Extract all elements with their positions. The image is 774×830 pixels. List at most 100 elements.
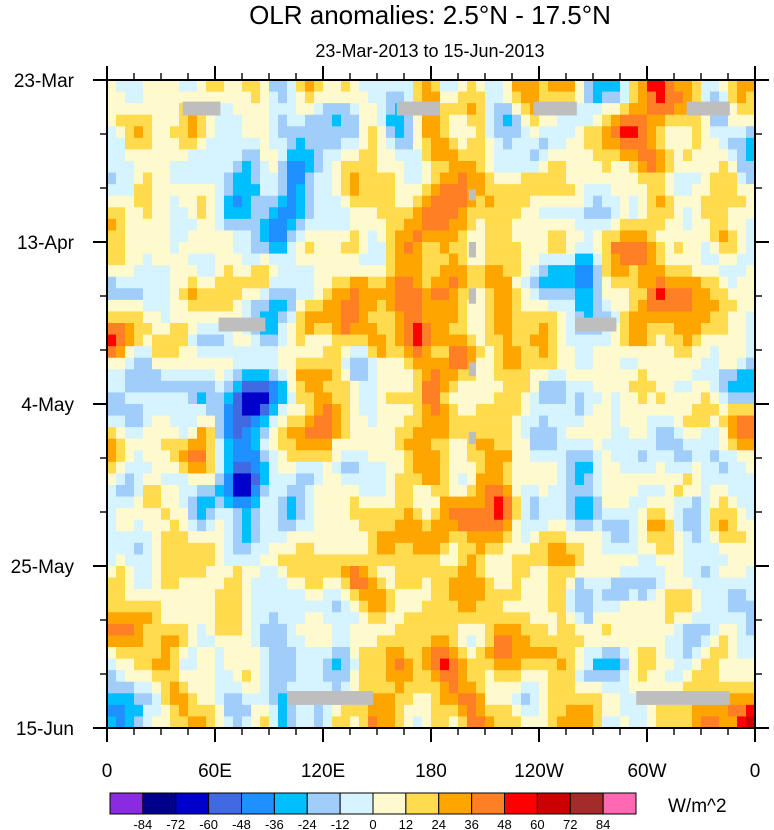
missing-data-patch xyxy=(533,101,577,116)
field-cell xyxy=(566,508,576,521)
field-cell xyxy=(566,716,576,728)
field-cell xyxy=(404,334,414,347)
field-cell xyxy=(395,415,405,428)
field-cell xyxy=(179,126,189,139)
field-cell xyxy=(143,172,153,185)
field-cell xyxy=(404,161,414,174)
field-cell xyxy=(746,276,755,289)
field-cell xyxy=(206,704,216,718)
field-cell xyxy=(692,114,702,127)
field-cell xyxy=(422,496,432,509)
field-cell xyxy=(242,103,252,116)
field-cell xyxy=(611,589,621,602)
field-cell xyxy=(674,369,684,382)
field-cell xyxy=(512,554,522,567)
field-cell xyxy=(737,230,747,243)
field-cell xyxy=(593,600,603,613)
field-cell xyxy=(305,80,315,93)
field-cell xyxy=(395,311,405,324)
field-cell xyxy=(224,681,234,694)
field-cell xyxy=(278,473,288,486)
field-cell xyxy=(737,253,747,266)
field-cell xyxy=(431,635,441,648)
field-cell xyxy=(728,427,738,440)
field-cell xyxy=(566,311,576,324)
field-cell xyxy=(188,566,198,579)
field-cell xyxy=(224,392,234,405)
field-cell xyxy=(143,508,153,521)
field-cell xyxy=(584,311,594,324)
field-cell xyxy=(638,485,648,498)
field-cell xyxy=(116,323,126,336)
field-cell xyxy=(161,195,171,208)
field-cell xyxy=(287,149,297,162)
field-cell xyxy=(701,91,711,104)
field-cell xyxy=(224,635,234,648)
field-cell xyxy=(332,404,342,417)
field-cell xyxy=(656,566,666,579)
field-cell xyxy=(143,612,153,625)
field-cell xyxy=(278,311,288,324)
field-cell xyxy=(620,531,630,544)
field-cell xyxy=(179,600,189,613)
field-cell xyxy=(116,461,126,475)
field-cell xyxy=(656,265,666,278)
field-cell xyxy=(503,288,513,301)
field-cell xyxy=(350,103,360,116)
field-cell xyxy=(683,323,693,336)
field-cell xyxy=(620,473,630,486)
field-cell xyxy=(296,218,306,232)
field-cell xyxy=(107,91,117,104)
field-cell xyxy=(602,357,612,370)
field-cell xyxy=(521,288,531,301)
field-cell xyxy=(125,566,135,579)
field-cell xyxy=(449,566,459,579)
field-cell xyxy=(638,161,648,174)
colorbar-units: W/m^2 xyxy=(668,796,727,817)
field-cell xyxy=(521,658,531,671)
field-cell xyxy=(485,716,495,728)
field-cell xyxy=(143,253,153,266)
field-cell xyxy=(485,496,495,509)
field-cell xyxy=(125,577,135,590)
field-cell xyxy=(152,80,162,93)
olr-field xyxy=(107,80,755,728)
field-cell xyxy=(656,450,666,463)
field-cell xyxy=(386,566,396,579)
field-cell xyxy=(152,126,162,139)
field-cell xyxy=(233,276,243,289)
field-cell xyxy=(539,299,549,313)
field-cell xyxy=(179,323,189,336)
field-cell xyxy=(251,161,261,174)
field-cell xyxy=(215,427,225,440)
field-cell xyxy=(179,496,189,509)
field-cell xyxy=(341,589,351,602)
field-cell xyxy=(512,149,522,162)
field-cell xyxy=(521,577,531,590)
field-cell xyxy=(224,496,234,509)
field-cell xyxy=(125,334,135,347)
field-cell xyxy=(467,207,477,220)
field-cell xyxy=(359,531,369,544)
field-cell xyxy=(233,288,243,301)
field-cell xyxy=(620,600,630,613)
field-cell xyxy=(233,103,243,116)
field-cell xyxy=(449,647,459,660)
field-cell xyxy=(332,427,342,440)
field-cell xyxy=(719,612,729,625)
field-cell xyxy=(719,508,729,521)
field-cell xyxy=(242,519,252,532)
field-cell xyxy=(179,137,189,151)
field-cell xyxy=(179,473,189,486)
field-cell xyxy=(647,519,657,532)
x-tick-label: 0 xyxy=(102,761,113,782)
field-cell xyxy=(557,392,567,405)
field-cell xyxy=(341,438,351,451)
field-cell xyxy=(746,323,755,336)
field-cell xyxy=(548,357,558,370)
field-cell xyxy=(449,531,459,544)
field-cell xyxy=(242,716,252,728)
field-cell xyxy=(350,473,360,486)
field-cell xyxy=(404,473,414,486)
field-cell xyxy=(629,647,639,660)
